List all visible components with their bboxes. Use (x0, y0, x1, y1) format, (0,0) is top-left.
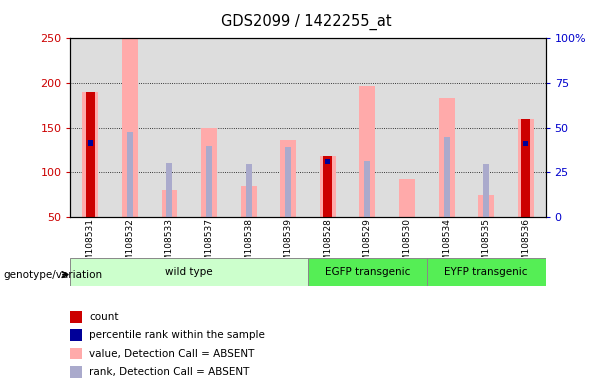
Bar (399, 179, 415, 217)
Bar (201, 127, 217, 217)
Bar (167, 164, 172, 217)
Bar (439, 98, 454, 217)
Text: EGFP transgenic: EGFP transgenic (325, 266, 410, 277)
Bar (359, 86, 375, 217)
Bar (87, 143, 93, 217)
Bar (320, 156, 336, 217)
Text: percentile rank within the sample: percentile rank within the sample (89, 330, 265, 340)
Bar (522, 119, 530, 217)
Bar (524, 141, 528, 146)
Bar (324, 156, 332, 217)
Bar (518, 119, 534, 217)
Bar (285, 147, 291, 217)
Text: wild type: wild type (166, 266, 213, 277)
Bar (127, 132, 133, 217)
Bar (427, 258, 546, 286)
Bar (326, 159, 330, 164)
Text: value, Detection Call = ABSENT: value, Detection Call = ABSENT (89, 349, 254, 359)
Bar (246, 164, 251, 217)
Bar (365, 161, 370, 217)
Text: count: count (89, 312, 118, 322)
Text: rank, Detection Call = ABSENT: rank, Detection Call = ABSENT (89, 367, 249, 377)
Bar (478, 195, 494, 217)
Bar (86, 92, 94, 217)
Bar (483, 164, 489, 217)
Bar (122, 38, 138, 217)
Text: EYFP transgenic: EYFP transgenic (444, 266, 528, 277)
Bar (308, 258, 427, 286)
Bar (162, 190, 177, 217)
Bar (88, 140, 93, 146)
Bar (241, 186, 257, 217)
Bar (70, 258, 308, 286)
Text: GDS2099 / 1422255_at: GDS2099 / 1422255_at (221, 13, 392, 30)
Bar (280, 140, 296, 217)
Bar (444, 137, 449, 217)
Bar (82, 92, 98, 217)
Text: genotype/variation: genotype/variation (3, 270, 102, 280)
Bar (206, 146, 212, 217)
Bar (325, 162, 331, 217)
